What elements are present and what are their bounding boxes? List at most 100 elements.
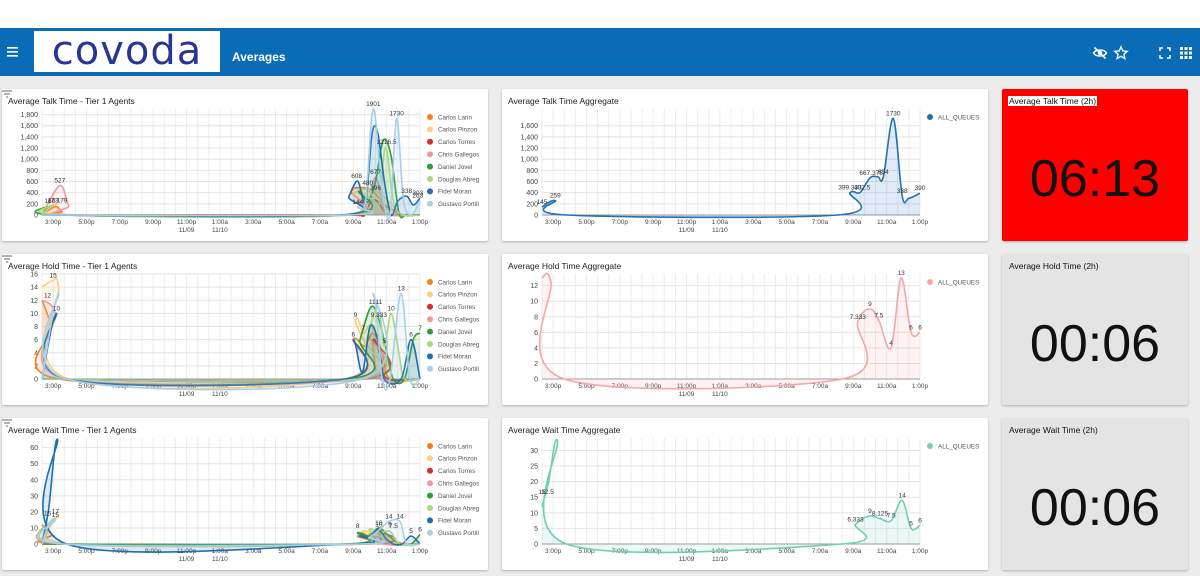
series-line[interactable] (541, 438, 921, 554)
x-tick-label: 9:00p (145, 383, 162, 390)
x-tick-label: 11/10 (212, 556, 228, 563)
legend-item[interactable]: Douglas Abreg (427, 505, 480, 512)
legend-marker (427, 529, 433, 536)
apps-grid-icon[interactable] (1178, 45, 1194, 61)
logo-text: covoda (52, 31, 203, 72)
x-tick-label: 5:00p (78, 548, 95, 555)
grid (541, 109, 921, 216)
legend-label: Daniel Jovel (438, 329, 472, 336)
legend-label: Carlos Larin (438, 114, 472, 121)
legend-marker (427, 467, 433, 474)
series-line[interactable] (538, 272, 921, 390)
filter-icon[interactable] (2, 89, 12, 99)
series-line[interactable] (41, 124, 421, 218)
legend-item[interactable]: Daniel Jovel (427, 492, 472, 500)
series-line[interactable] (41, 305, 421, 383)
y-tick-label: 1,000 (20, 157, 38, 164)
logo[interactable]: covoda (34, 31, 220, 72)
series-line[interactable] (38, 517, 421, 547)
x-tick-label: 1:00p (912, 548, 929, 555)
legend-item[interactable]: Carlos Torres (427, 138, 475, 146)
x-tick-label: 11/09 (679, 556, 695, 563)
data-label: 1901 (366, 101, 381, 108)
data-label: 6.333 (847, 516, 864, 523)
data-label: 160 (44, 198, 55, 205)
kpi-value: 00:06 (1029, 315, 1161, 373)
fullscreen-icon[interactable] (1157, 45, 1173, 61)
kpi-value: 00:06 (1029, 479, 1161, 537)
data-label: 173 (48, 197, 59, 204)
y-tick-label: 0 (534, 213, 538, 220)
legend-item[interactable]: Carlos Pinzon (427, 455, 478, 463)
grid (541, 438, 921, 545)
star-icon[interactable] (1113, 45, 1129, 61)
legend-item[interactable]: Chris Gallegos (427, 316, 479, 324)
x-tick-label: 7:00a (312, 548, 329, 555)
legend-item[interactable]: Carlos Pinzon (427, 126, 478, 134)
data-label: 14 (385, 514, 393, 521)
y-tick-label: 60 (30, 445, 38, 452)
series-area (42, 189, 420, 218)
legend-marker (927, 114, 933, 120)
legend-marker (427, 316, 433, 323)
grid (541, 274, 921, 380)
legend-item[interactable]: Douglas Abreg (427, 176, 480, 183)
legend-item[interactable]: Chris Gallegos (427, 151, 479, 159)
legend-item[interactable]: Gustavo Portill (427, 200, 479, 208)
series-line[interactable] (541, 117, 921, 219)
visibility-off-icon[interactable] (1092, 45, 1108, 61)
series-line[interactable] (38, 146, 421, 219)
x-tick-label: 9:00p (145, 219, 162, 226)
legend-item[interactable]: ALL_QUEUES (927, 443, 979, 450)
chart-title: Average Hold Time Aggregate (508, 261, 622, 271)
legend-item[interactable]: ALL_QUEUES (927, 114, 979, 121)
legend-label: Daniel Jovel (438, 493, 472, 500)
data-label: 6 (409, 332, 413, 339)
legend-marker (427, 365, 433, 372)
legend-item[interactable]: Douglas Abreg (427, 341, 480, 348)
legend-item[interactable]: Gustavo Portill (427, 529, 479, 537)
y-tick-label: 1,800 (20, 112, 38, 119)
series-area (539, 273, 920, 389)
kpi-title: Average Talk Time (2h) (1008, 96, 1098, 106)
series-line[interactable] (41, 292, 421, 391)
x-tick-label: 1:00p (912, 383, 929, 390)
legend-marker (427, 138, 433, 145)
legend-item[interactable]: Daniel Jovel (427, 163, 472, 171)
x-tick-label: 5:00p (78, 383, 95, 390)
legend-label: Fidel Moran (438, 189, 472, 196)
series-line[interactable] (41, 312, 421, 387)
legend-item[interactable]: Carlos Torres (427, 303, 475, 311)
y-tick-label: 30 (530, 448, 538, 455)
filter-icon[interactable] (2, 418, 12, 428)
kpi-card-hold: Average Hold Time (2h) 00:06 (1002, 254, 1188, 405)
series-area (42, 293, 420, 390)
legend-label: ALL_QUEUES (938, 443, 979, 450)
series-line[interactable] (41, 108, 421, 220)
legend-item[interactable]: Carlos Larin (427, 279, 472, 286)
data-label: 7.5 (389, 523, 398, 530)
legend-item[interactable]: Carlos Larin (427, 443, 472, 450)
menu-icon[interactable] (6, 44, 20, 60)
legend-item[interactable]: Carlos Torres (427, 467, 475, 475)
legend-item[interactable]: Daniel Jovel (427, 328, 472, 336)
legend-item[interactable]: Fidel Moran (427, 188, 472, 196)
y-tick-label: 14 (30, 285, 38, 292)
legend-item[interactable]: Fidel Moran (427, 517, 472, 525)
legend-item[interactable]: Carlos Pinzon (427, 291, 478, 299)
legend-item[interactable]: Gustavo Portill (427, 365, 479, 373)
legend-label: Gustavo Portill (438, 201, 479, 208)
series-line[interactable] (41, 176, 421, 218)
series-line[interactable] (36, 519, 421, 548)
x-tick-label: 1:00a (712, 219, 729, 226)
data-label: 7.5 (874, 313, 883, 320)
legend-item[interactable]: Carlos Larin (427, 114, 472, 121)
filter-icon[interactable] (2, 254, 12, 264)
x-tick-label: 11:00a (377, 219, 397, 226)
legend-item[interactable]: Chris Gallegos (427, 480, 479, 488)
data-label: 14 (899, 492, 907, 499)
series-line[interactable] (41, 438, 421, 553)
x-tick-label: 9:00a (345, 548, 362, 555)
legend-item[interactable]: ALL_QUEUES (927, 279, 979, 286)
legend-item[interactable]: Fidel Moran (427, 353, 472, 361)
